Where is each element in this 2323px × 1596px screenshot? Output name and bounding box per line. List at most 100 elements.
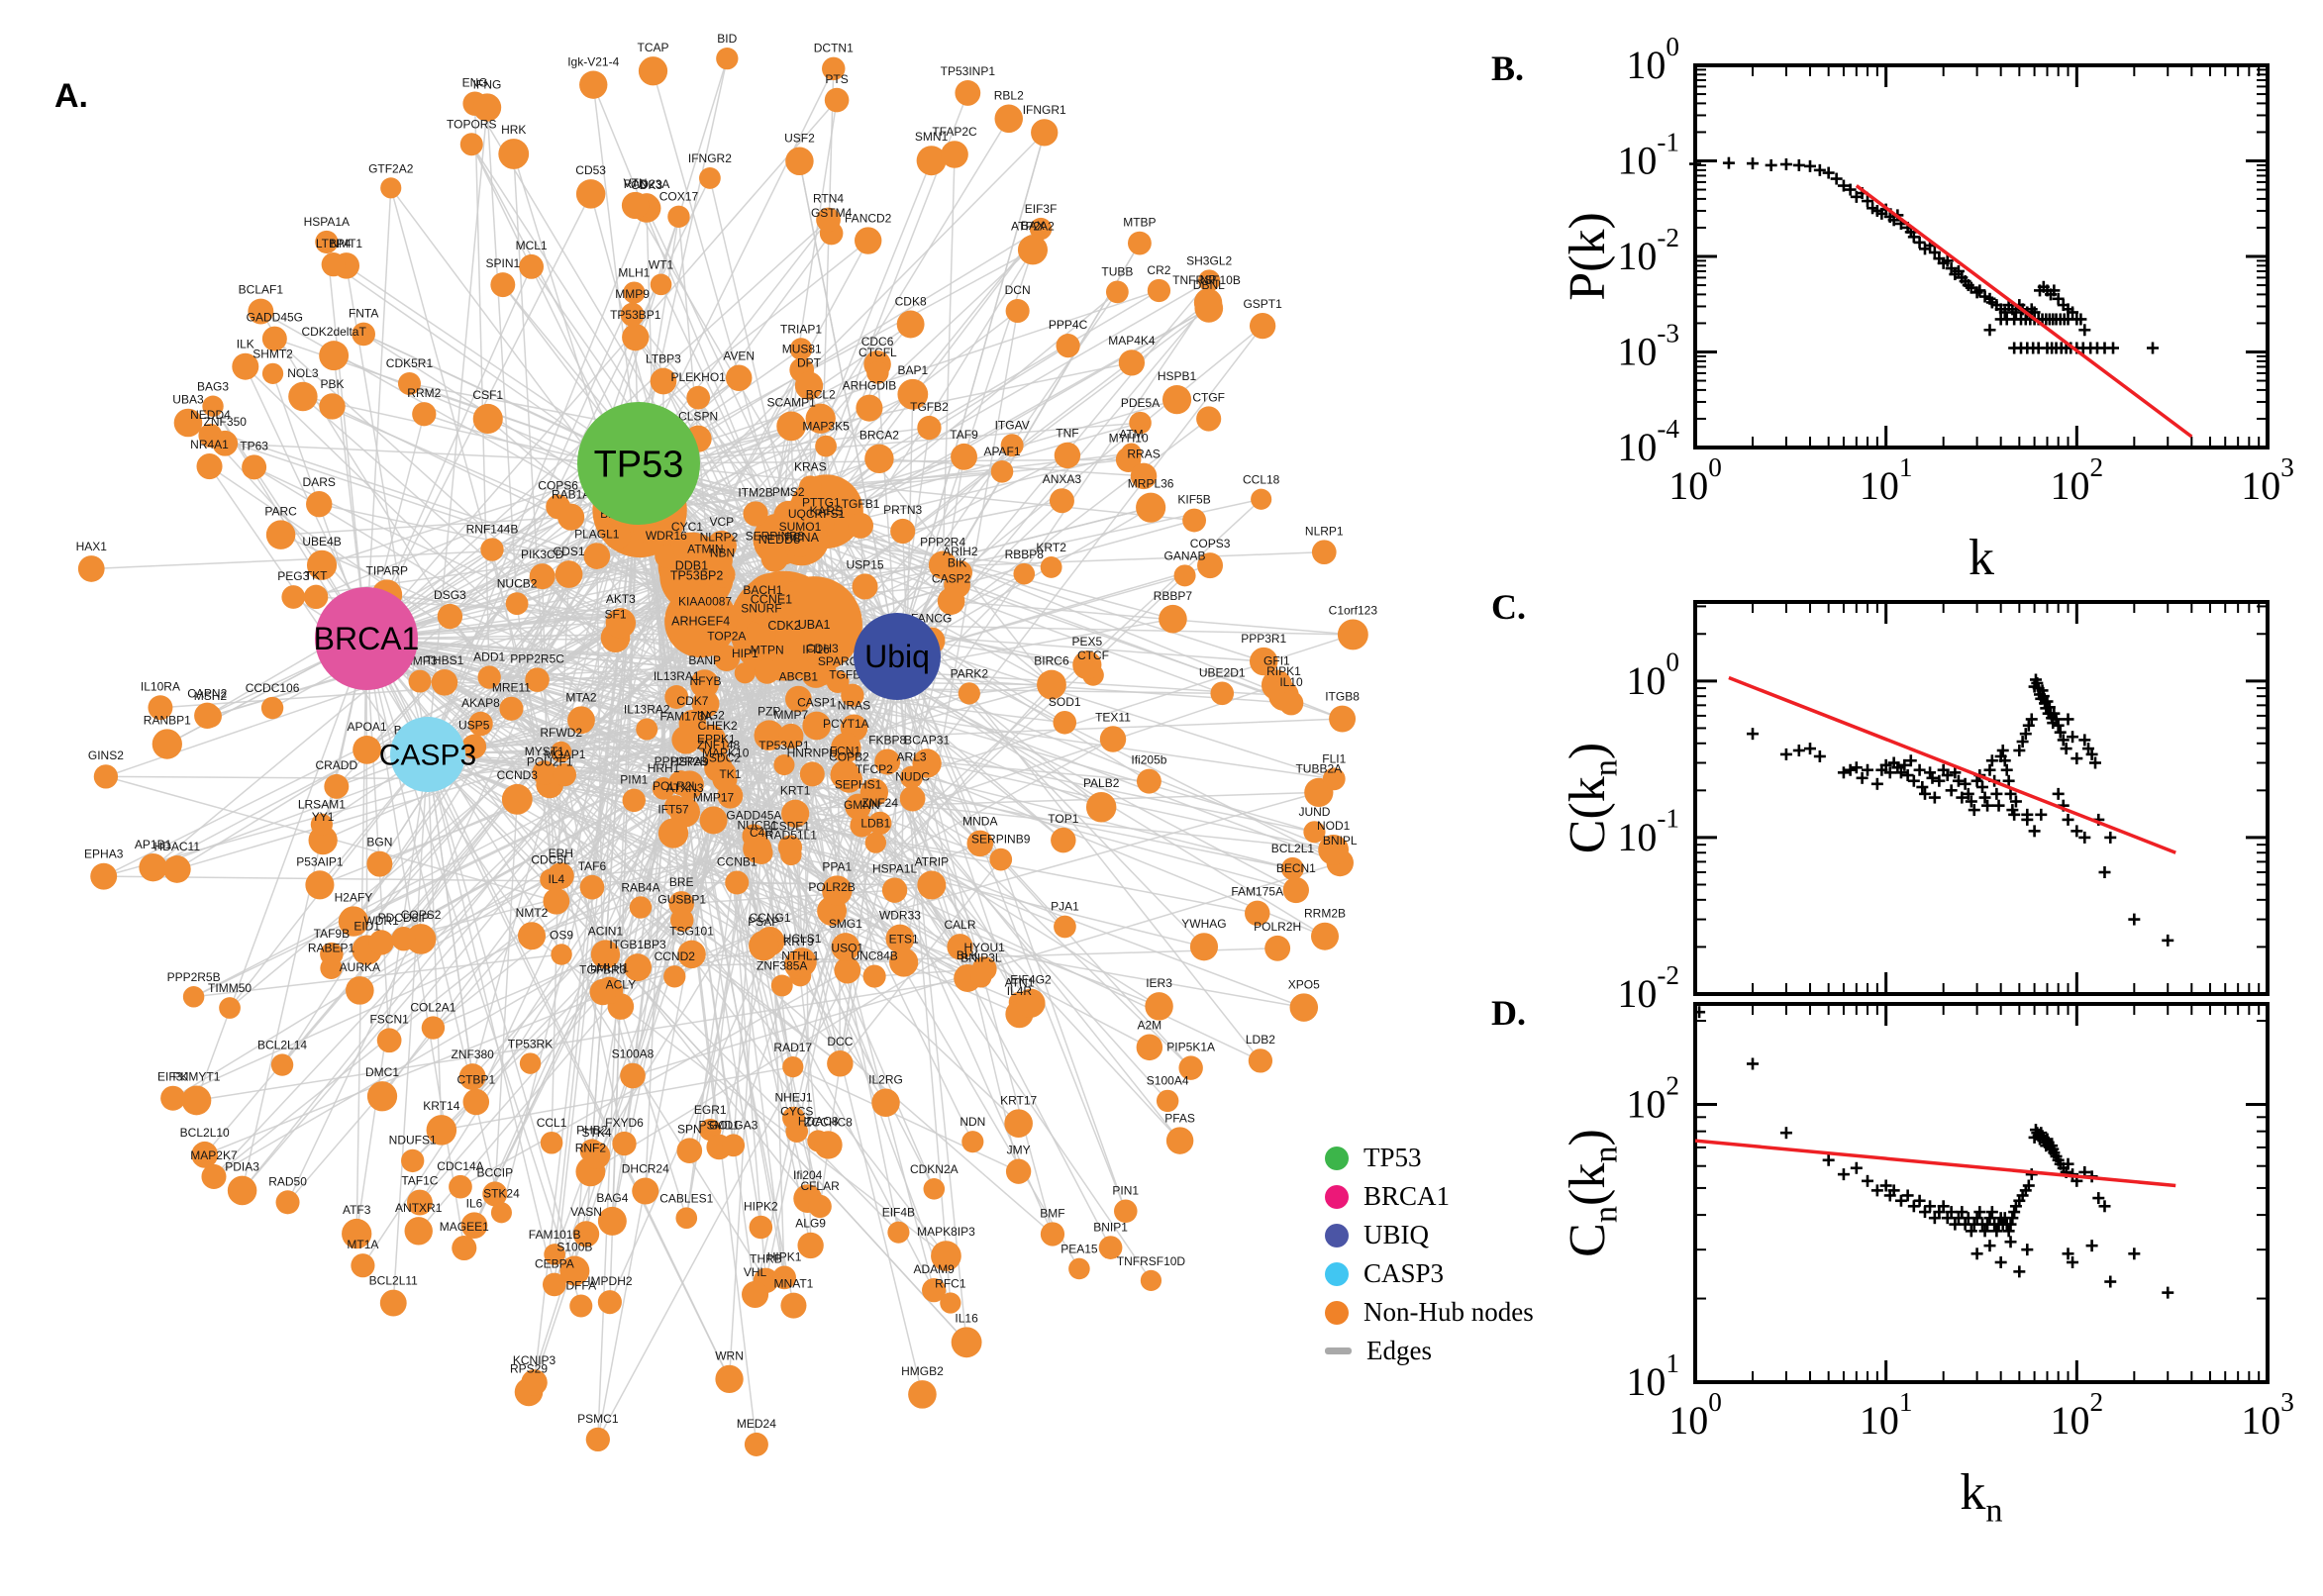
x-axis-label: k xyxy=(1969,530,1994,586)
network-node xyxy=(885,924,915,953)
network-edge xyxy=(105,775,434,780)
network-edge xyxy=(639,509,1341,864)
tp53-legend-dot-icon xyxy=(1325,1146,1349,1170)
panel-b-label: B. xyxy=(1491,49,1525,88)
network-edge xyxy=(427,753,874,794)
network-edge xyxy=(560,750,762,854)
fit-line xyxy=(1728,675,2176,854)
network-node xyxy=(346,976,374,1005)
network-edge xyxy=(550,783,676,807)
network-node xyxy=(1115,447,1142,472)
network-edge xyxy=(103,875,932,886)
network-node xyxy=(746,617,776,648)
y-tick-label: 10-1 xyxy=(1617,127,1679,182)
network-node xyxy=(961,1131,984,1153)
network-node xyxy=(780,1292,807,1319)
y-tick-label: 10-2 xyxy=(1617,223,1679,278)
network-node xyxy=(773,753,795,776)
network-node xyxy=(690,669,720,699)
network-node xyxy=(889,948,919,977)
network-edge xyxy=(638,462,1053,686)
network-edge xyxy=(876,372,898,657)
network-node xyxy=(797,1232,824,1259)
panel-d-label: D. xyxy=(1491,993,1526,1033)
network-node xyxy=(822,56,846,81)
network-node xyxy=(1337,619,1368,650)
network-node xyxy=(320,942,344,966)
network-node xyxy=(551,741,572,763)
network-node xyxy=(1303,821,1326,844)
network-edge xyxy=(799,884,933,976)
network-node xyxy=(406,1189,433,1216)
network-edge xyxy=(449,474,613,618)
network-edge xyxy=(559,555,667,876)
x-tick-label: 101 xyxy=(1860,1387,1913,1443)
network-node xyxy=(744,1432,768,1456)
legend-label-ubiq: UBIQ xyxy=(1364,1220,1429,1249)
nonhub-legend-dot-icon xyxy=(1325,1300,1349,1325)
network-edge xyxy=(672,832,933,886)
network-node xyxy=(989,848,1013,871)
network-node xyxy=(482,1181,508,1207)
network-node xyxy=(1173,564,1196,587)
network-edge xyxy=(196,976,981,1102)
network-node xyxy=(480,538,504,561)
network-node xyxy=(940,1292,961,1314)
x-tick-label: 102 xyxy=(2051,1387,2104,1443)
network-node xyxy=(632,1177,659,1205)
network-edge xyxy=(792,1065,1019,1172)
network-edge xyxy=(633,799,1160,1008)
network-node xyxy=(1289,993,1319,1022)
network-node xyxy=(1051,827,1076,853)
network-node xyxy=(864,444,894,474)
network-edge xyxy=(488,622,622,678)
network-node xyxy=(1251,488,1272,510)
network-edge xyxy=(638,58,729,464)
network-edge xyxy=(896,418,1210,657)
fit-line xyxy=(1694,1139,2176,1188)
network-node xyxy=(437,603,463,630)
network-node xyxy=(1013,562,1036,585)
network-node xyxy=(908,1380,937,1409)
network-node xyxy=(459,133,483,156)
network-node xyxy=(319,341,350,371)
network-node xyxy=(742,1280,769,1308)
network-node xyxy=(1159,604,1187,634)
legend-item-ubiq: UBIQ xyxy=(1325,1216,1534,1254)
network-node xyxy=(90,862,118,890)
network-node xyxy=(623,281,646,304)
network-node xyxy=(916,146,947,176)
network-node xyxy=(342,1218,372,1249)
chart-frame-B xyxy=(1693,63,2270,449)
ubiq-legend-dot-icon xyxy=(1325,1223,1349,1247)
network-edge xyxy=(960,325,1263,573)
network-node xyxy=(1105,280,1129,304)
network-node xyxy=(1072,650,1102,680)
network-node xyxy=(1140,1269,1162,1291)
network-edge xyxy=(390,187,634,1076)
network-node xyxy=(864,832,887,853)
network-node xyxy=(579,874,605,900)
network-node xyxy=(547,862,574,890)
network-node xyxy=(854,227,882,254)
network-edge xyxy=(690,767,720,954)
network-node xyxy=(499,696,524,721)
network-edge xyxy=(926,325,1263,764)
network-edge xyxy=(427,753,473,1077)
network-node xyxy=(994,104,1023,134)
network-edge xyxy=(473,719,582,748)
network-node xyxy=(1136,492,1166,523)
network-node xyxy=(691,690,720,718)
network-edge xyxy=(637,696,677,968)
network-edge xyxy=(378,462,640,865)
network-node xyxy=(715,1364,744,1394)
network-node xyxy=(1049,488,1074,514)
network-node xyxy=(622,788,646,813)
network-edge xyxy=(365,99,838,640)
network-node xyxy=(232,352,259,380)
legend-label-casp3: CASP3 xyxy=(1364,1258,1445,1288)
network-node xyxy=(519,1052,542,1074)
network-edge xyxy=(770,599,1112,1248)
